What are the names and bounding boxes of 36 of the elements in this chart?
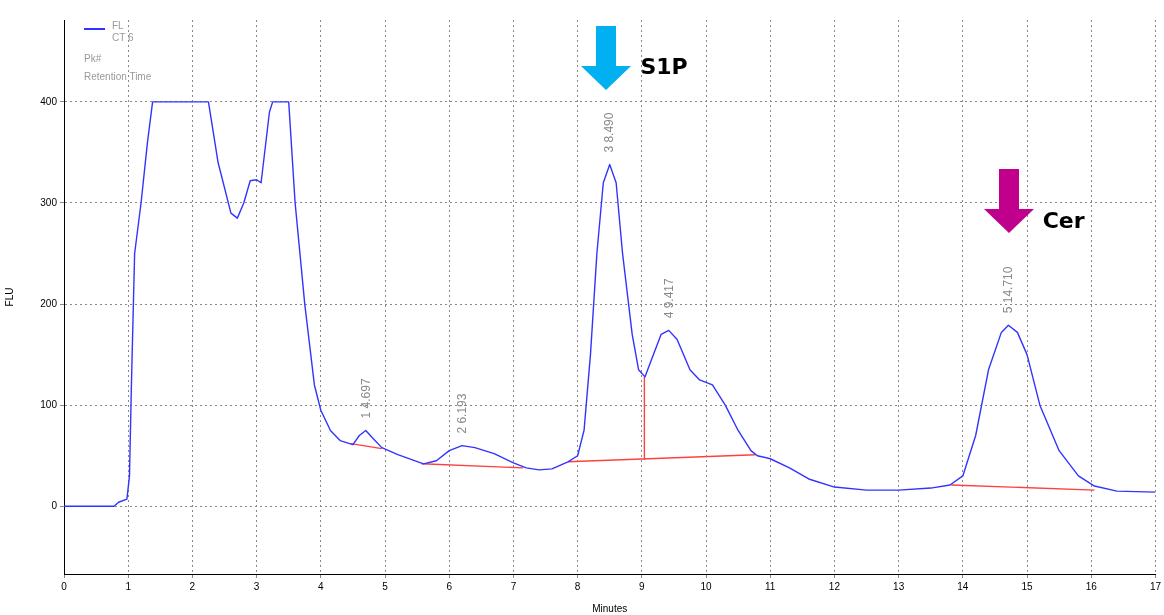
- x-tick-label: 12: [828, 580, 841, 592]
- x-tick-label: 14: [957, 580, 969, 592]
- annotation: 3 8.490: [602, 112, 617, 153]
- x-tick-label: 9: [639, 580, 646, 592]
- x-tick-label: 11: [765, 580, 776, 592]
- x-tick-label: 0: [61, 580, 68, 592]
- x-tick-label: 4: [318, 580, 325, 592]
- y-tick-label: 0: [51, 500, 58, 512]
- x-tick-label: 10: [700, 580, 713, 592]
- annotation: Pk#: [84, 52, 102, 64]
- annotation: 4 9.417: [661, 278, 676, 319]
- x-tick-label: 1: [125, 580, 132, 592]
- x-tick-label: 8: [574, 580, 581, 592]
- y-tick-label: 200: [40, 297, 58, 309]
- x-tick-label: 3: [253, 580, 260, 592]
- y-tick-label: 300: [40, 196, 58, 208]
- annotation: S1P: [640, 53, 688, 79]
- annotation: Retention Time: [84, 70, 152, 82]
- x-tick-label: 17: [1149, 580, 1162, 592]
- annotation: 2 6.193: [454, 393, 469, 434]
- x-tick-label: 15: [1021, 580, 1034, 592]
- x-tick-label: 16: [1085, 580, 1098, 592]
- x-tick-label: 7: [510, 580, 517, 592]
- annotation: Cer: [1042, 208, 1085, 234]
- x-tick-label: 6: [446, 580, 453, 592]
- legend-label: FL: [112, 19, 125, 31]
- annotation: 1 4.697: [358, 378, 373, 419]
- y-tick-label: 100: [40, 398, 58, 410]
- x-tick-label: 13: [893, 580, 905, 592]
- annotation: CT 6: [112, 31, 134, 43]
- x-axis-title: Minutes: [592, 602, 628, 614]
- x-tick-label: 2: [189, 580, 196, 592]
- x-tick-label: 5: [382, 580, 389, 592]
- y-tick-label: 400: [40, 95, 58, 107]
- y-axis-title: FLU: [3, 287, 15, 307]
- annotation: 5 14.710: [1001, 266, 1016, 314]
